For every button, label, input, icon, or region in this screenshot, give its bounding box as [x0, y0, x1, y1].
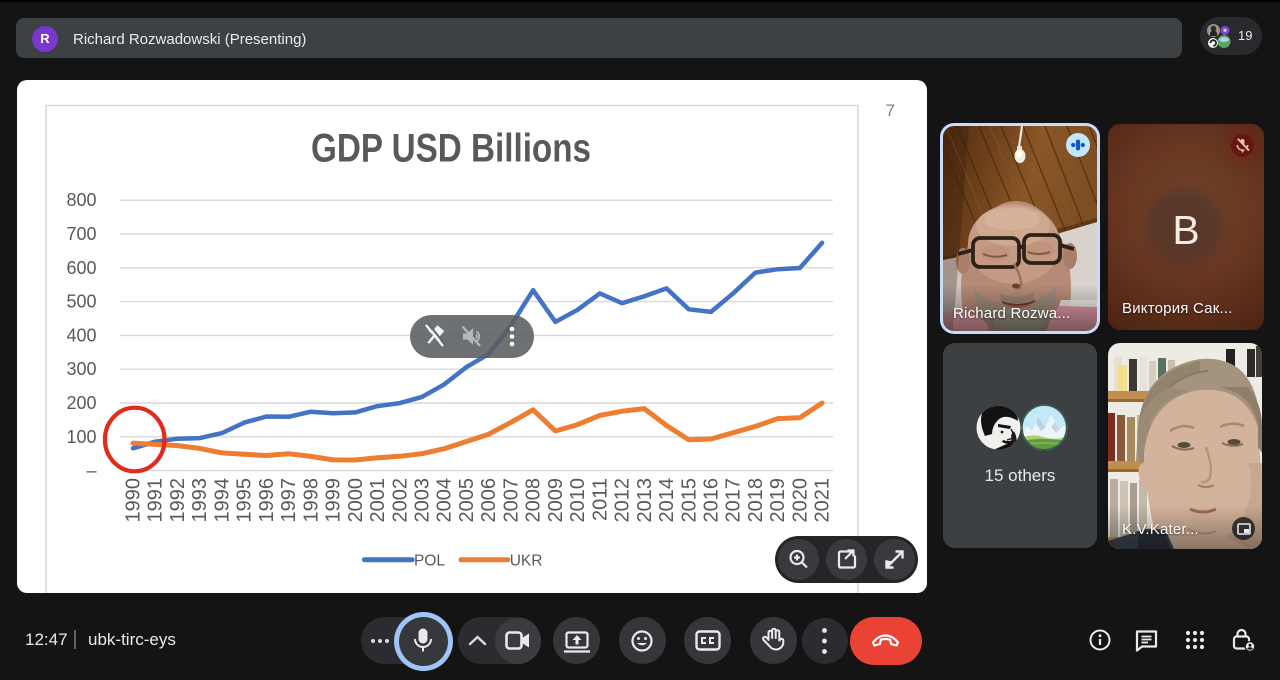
svg-text:2006: 2006: [478, 478, 500, 523]
svg-text:2010: 2010: [567, 478, 589, 523]
svg-text:1991: 1991: [145, 478, 167, 523]
svg-text:2017: 2017: [723, 478, 745, 523]
svg-text:2007: 2007: [500, 478, 522, 523]
svg-text:2001: 2001: [367, 478, 389, 523]
svg-text:2005: 2005: [456, 478, 478, 523]
svg-text:2000: 2000: [345, 478, 367, 523]
svg-text:–: –: [86, 461, 96, 481]
svg-text:2009: 2009: [545, 478, 567, 523]
svg-text:300: 300: [66, 359, 96, 379]
svg-text:800: 800: [66, 190, 96, 210]
svg-text:2020: 2020: [789, 478, 811, 523]
svg-text:2016: 2016: [701, 478, 723, 523]
svg-text:2012: 2012: [612, 478, 634, 523]
svg-text:2003: 2003: [412, 478, 434, 523]
svg-text:1998: 1998: [300, 478, 322, 523]
svg-text:1999: 1999: [323, 478, 345, 523]
svg-text:500: 500: [66, 292, 96, 312]
svg-text:1992: 1992: [167, 478, 189, 523]
svg-text:2008: 2008: [523, 478, 545, 523]
svg-text:2018: 2018: [745, 478, 767, 523]
svg-text:700: 700: [66, 224, 96, 244]
svg-text:1990: 1990: [123, 478, 145, 523]
svg-text:2011: 2011: [589, 478, 611, 521]
svg-text:1995: 1995: [234, 478, 256, 523]
svg-text:2014: 2014: [656, 478, 678, 523]
svg-text:2013: 2013: [634, 478, 656, 523]
svg-text:POL: POL: [414, 553, 445, 570]
svg-text:1997: 1997: [278, 478, 300, 523]
svg-text:1994: 1994: [211, 478, 233, 523]
svg-text:100: 100: [66, 427, 96, 447]
svg-text:600: 600: [66, 258, 96, 278]
svg-text:7: 7: [886, 101, 895, 120]
svg-text:1993: 1993: [189, 478, 211, 523]
svg-text:2021: 2021: [812, 478, 834, 523]
svg-text:GDP USD Billions: GDP USD Billions: [311, 127, 591, 171]
svg-text:2015: 2015: [678, 478, 700, 523]
svg-text:400: 400: [66, 325, 96, 345]
svg-text:1996: 1996: [256, 478, 278, 523]
svg-text:2004: 2004: [434, 478, 456, 523]
svg-text:2002: 2002: [389, 478, 411, 523]
svg-text:200: 200: [66, 393, 96, 413]
svg-text:2019: 2019: [767, 478, 789, 523]
svg-text:UKR: UKR: [510, 553, 543, 570]
